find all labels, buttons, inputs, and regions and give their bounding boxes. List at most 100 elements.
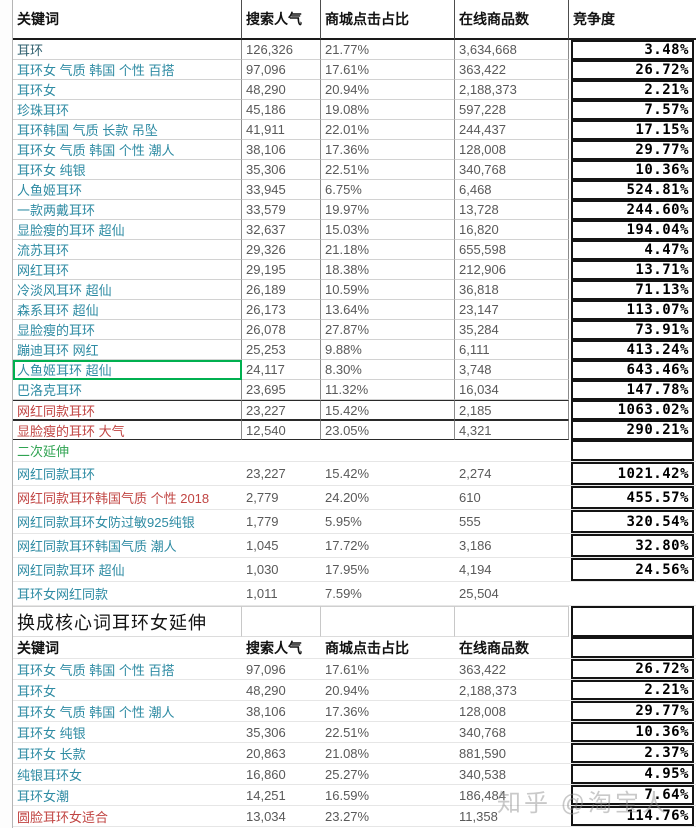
- competition-cell[interactable]: 10.36%: [569, 722, 696, 743]
- mall-click-ratio-cell[interactable]: 10.59%: [321, 280, 455, 300]
- online-products-cell[interactable]: 610: [455, 486, 569, 510]
- competition-cell[interactable]: 194.04%: [569, 220, 696, 240]
- competition-cell[interactable]: 2.21%: [569, 680, 696, 701]
- keyword-cell[interactable]: 圆脸耳环女适合: [13, 806, 242, 827]
- search-volume-cell[interactable]: 13,034: [242, 806, 321, 827]
- mall-click-ratio-cell[interactable]: 15.03%: [321, 220, 455, 240]
- search-volume-cell[interactable]: 12,540: [242, 420, 321, 440]
- empty-cell[interactable]: [242, 606, 321, 637]
- keyword-cell[interactable]: 流苏耳环: [13, 240, 242, 260]
- keyword-cell[interactable]: 耳环: [13, 40, 242, 60]
- keyword-cell[interactable]: 人鱼姬耳环 超仙: [13, 360, 242, 380]
- keyword-cell[interactable]: 巴洛克耳环: [13, 380, 242, 400]
- competition-cell[interactable]: 1021.42%: [569, 462, 696, 486]
- mall-click-ratio-cell[interactable]: 16.59%: [321, 785, 455, 806]
- online-products-cell[interactable]: 3,748: [455, 360, 569, 380]
- competition-cell[interactable]: [569, 440, 696, 462]
- keyword-cell[interactable]: 耳环女 长款: [13, 743, 242, 764]
- online-products-cell[interactable]: 655,598: [455, 240, 569, 260]
- search-volume-cell[interactable]: 38,106: [242, 701, 321, 722]
- mall-click-ratio-cell[interactable]: 25.27%: [321, 764, 455, 785]
- competition-cell[interactable]: 2.37%: [569, 743, 696, 764]
- mall-click-ratio-cell[interactable]: 7.59%: [321, 582, 455, 606]
- keyword-cell[interactable]: 一款两戴耳环: [13, 200, 242, 220]
- mall-click-ratio-cell[interactable]: 15.42%: [321, 400, 455, 420]
- search-volume-cell[interactable]: 23,227: [242, 462, 321, 486]
- online-products-cell[interactable]: 340,768: [455, 160, 569, 180]
- search-volume-cell[interactable]: 33,579: [242, 200, 321, 220]
- keyword-cell[interactable]: 耳环女: [13, 80, 242, 100]
- keyword-cell[interactable]: 显脸瘦的耳环: [13, 320, 242, 340]
- mall-click-ratio-cell[interactable]: 21.18%: [321, 240, 455, 260]
- keyword-cell[interactable]: 耳环女 气质 韩国 个性 百搭: [13, 60, 242, 80]
- competition-cell[interactable]: 24.56%: [569, 558, 696, 582]
- search-volume-cell[interactable]: 1,011: [242, 582, 321, 606]
- search-volume-cell[interactable]: 35,306: [242, 722, 321, 743]
- online-products-cell[interactable]: 25,504: [455, 582, 569, 606]
- online-products-cell[interactable]: 16,820: [455, 220, 569, 240]
- section-label-cell[interactable]: 换成核心词耳环女延伸: [13, 606, 242, 637]
- column-header-competition[interactable]: [569, 637, 696, 659]
- mall-click-ratio-cell[interactable]: 17.72%: [321, 534, 455, 558]
- keyword-cell[interactable]: 耳环女 纯银: [13, 160, 242, 180]
- competition-cell[interactable]: 17.15%: [569, 120, 696, 140]
- search-volume-cell[interactable]: 33,945: [242, 180, 321, 200]
- online-products-cell[interactable]: 128,008: [455, 140, 569, 160]
- online-products-cell[interactable]: 2,274: [455, 462, 569, 486]
- search-volume-cell[interactable]: 1,045: [242, 534, 321, 558]
- competition-cell[interactable]: 643.46%: [569, 360, 696, 380]
- mall-click-ratio-cell[interactable]: 9.88%: [321, 340, 455, 360]
- keyword-cell[interactable]: 耳环女 纯银: [13, 722, 242, 743]
- competition-cell[interactable]: 1063.02%: [569, 400, 696, 420]
- column-header-search-volume[interactable]: 搜索人气: [242, 637, 321, 659]
- mall-click-ratio-cell[interactable]: 6.75%: [321, 180, 455, 200]
- keyword-cell[interactable]: 耳环女: [13, 680, 242, 701]
- online-products-cell[interactable]: 340,538: [455, 764, 569, 785]
- mall-click-ratio-cell[interactable]: 17.61%: [321, 659, 455, 680]
- keyword-cell[interactable]: 耳环韩国 气质 长款 吊坠: [13, 120, 242, 140]
- keyword-cell[interactable]: 网红同款耳环女防过敏925纯银: [13, 510, 242, 534]
- online-products-cell[interactable]: 3,186: [455, 534, 569, 558]
- online-products-cell[interactable]: 881,590: [455, 743, 569, 764]
- online-products-cell[interactable]: 2,188,373: [455, 80, 569, 100]
- online-products-cell[interactable]: 16,034: [455, 380, 569, 400]
- mall-click-ratio-cell[interactable]: 22.01%: [321, 120, 455, 140]
- keyword-cell[interactable]: 耳环女潮: [13, 785, 242, 806]
- column-header-online-products[interactable]: 在线商品数: [455, 637, 569, 659]
- keyword-cell[interactable]: 网红同款耳环: [13, 400, 242, 420]
- search-volume-cell[interactable]: 48,290: [242, 80, 321, 100]
- keyword-cell[interactable]: 网红同款耳环: [13, 462, 242, 486]
- online-products-cell[interactable]: 212,906: [455, 260, 569, 280]
- keyword-cell[interactable]: 耳环女 气质 韩国 个性 百搭: [13, 659, 242, 680]
- mall-click-ratio-cell[interactable]: 27.87%: [321, 320, 455, 340]
- search-volume-cell[interactable]: 23,227: [242, 400, 321, 420]
- search-volume-cell[interactable]: 2,779: [242, 486, 321, 510]
- online-products-cell[interactable]: 11,358: [455, 806, 569, 827]
- keyword-cell[interactable]: 耳环女网红同款: [13, 582, 242, 606]
- search-volume-cell[interactable]: 126,326: [242, 40, 321, 60]
- competition-cell[interactable]: 29.77%: [569, 140, 696, 160]
- search-volume-cell[interactable]: 48,290: [242, 680, 321, 701]
- mall-click-ratio-cell[interactable]: 20.94%: [321, 80, 455, 100]
- online-products-cell[interactable]: 244,437: [455, 120, 569, 140]
- competition-cell[interactable]: 244.60%: [569, 200, 696, 220]
- section-label-cell[interactable]: 二次延伸: [13, 440, 242, 462]
- online-products-cell[interactable]: 6,468: [455, 180, 569, 200]
- online-products-cell[interactable]: 2,188,373: [455, 680, 569, 701]
- keyword-cell[interactable]: 珍珠耳环: [13, 100, 242, 120]
- competition-cell[interactable]: 147.78%: [569, 380, 696, 400]
- search-volume-cell[interactable]: 16,860: [242, 764, 321, 785]
- search-volume-cell[interactable]: 45,186: [242, 100, 321, 120]
- keyword-cell[interactable]: 显脸瘦的耳环 超仙: [13, 220, 242, 240]
- column-header-search-volume[interactable]: 搜索人气: [242, 0, 321, 40]
- keyword-cell[interactable]: 网红同款耳环韩国气质 个性 2018: [13, 486, 242, 510]
- mall-click-ratio-cell[interactable]: 17.95%: [321, 558, 455, 582]
- online-products-cell[interactable]: 363,422: [455, 60, 569, 80]
- search-volume-cell[interactable]: 26,078: [242, 320, 321, 340]
- competition-cell[interactable]: 10.36%: [569, 160, 696, 180]
- mall-click-ratio-cell[interactable]: 18.38%: [321, 260, 455, 280]
- column-header-mall-click-ratio[interactable]: 商城点击占比: [321, 0, 455, 40]
- competition-cell[interactable]: 4.47%: [569, 240, 696, 260]
- competition-cell[interactable]: 7.64%: [569, 785, 696, 806]
- search-volume-cell[interactable]: 97,096: [242, 60, 321, 80]
